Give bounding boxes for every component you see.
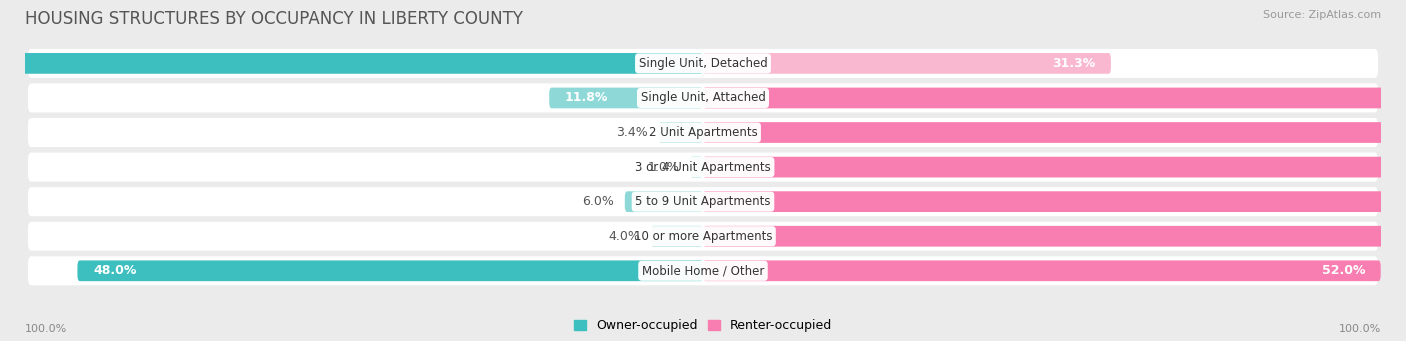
Text: 2 Unit Apartments: 2 Unit Apartments	[648, 126, 758, 139]
Text: HOUSING STRUCTURES BY OCCUPANCY IN LIBERTY COUNTY: HOUSING STRUCTURES BY OCCUPANCY IN LIBER…	[25, 10, 523, 28]
Text: Single Unit, Attached: Single Unit, Attached	[641, 91, 765, 104]
FancyBboxPatch shape	[28, 256, 1378, 285]
Text: 3.4%: 3.4%	[616, 126, 648, 139]
Text: Mobile Home / Other: Mobile Home / Other	[641, 264, 765, 277]
Text: 3 or 4 Unit Apartments: 3 or 4 Unit Apartments	[636, 161, 770, 174]
FancyBboxPatch shape	[703, 157, 1406, 177]
Text: 11.8%: 11.8%	[565, 91, 609, 104]
Text: 4.0%: 4.0%	[609, 230, 641, 243]
Text: 5 to 9 Unit Apartments: 5 to 9 Unit Apartments	[636, 195, 770, 208]
FancyBboxPatch shape	[28, 152, 1378, 182]
FancyBboxPatch shape	[651, 226, 703, 247]
FancyBboxPatch shape	[624, 191, 703, 212]
FancyBboxPatch shape	[703, 191, 1406, 212]
FancyBboxPatch shape	[28, 49, 1378, 78]
Text: 6.0%: 6.0%	[582, 195, 614, 208]
Text: 100.0%: 100.0%	[25, 324, 67, 334]
FancyBboxPatch shape	[28, 222, 1378, 251]
FancyBboxPatch shape	[28, 84, 1378, 113]
Text: 31.3%: 31.3%	[1052, 57, 1095, 70]
Legend: Owner-occupied, Renter-occupied: Owner-occupied, Renter-occupied	[574, 320, 832, 332]
Text: 100.0%: 100.0%	[1339, 324, 1381, 334]
FancyBboxPatch shape	[703, 53, 1111, 74]
Text: Source: ZipAtlas.com: Source: ZipAtlas.com	[1263, 10, 1381, 20]
FancyBboxPatch shape	[703, 88, 1406, 108]
FancyBboxPatch shape	[703, 226, 1406, 247]
FancyBboxPatch shape	[28, 187, 1378, 216]
FancyBboxPatch shape	[690, 157, 703, 177]
Text: 10 or more Apartments: 10 or more Apartments	[634, 230, 772, 243]
Text: 1.0%: 1.0%	[648, 161, 679, 174]
FancyBboxPatch shape	[77, 261, 703, 281]
FancyBboxPatch shape	[703, 261, 1381, 281]
Text: Single Unit, Detached: Single Unit, Detached	[638, 57, 768, 70]
Text: 52.0%: 52.0%	[1322, 264, 1365, 277]
Text: 48.0%: 48.0%	[93, 264, 136, 277]
FancyBboxPatch shape	[703, 122, 1406, 143]
FancyBboxPatch shape	[0, 53, 703, 74]
FancyBboxPatch shape	[550, 88, 703, 108]
FancyBboxPatch shape	[658, 122, 703, 143]
FancyBboxPatch shape	[28, 118, 1378, 147]
